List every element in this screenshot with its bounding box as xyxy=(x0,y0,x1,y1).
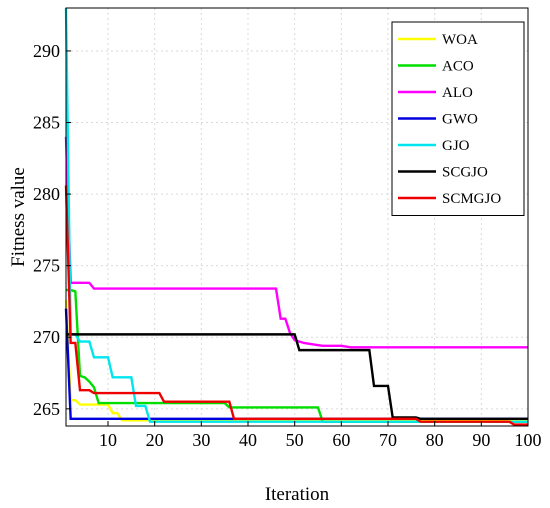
legend-label-woa: WOA xyxy=(442,32,478,48)
legend-label-gjo: GJO xyxy=(442,138,470,154)
legend-label-scgjo: SCGJO xyxy=(442,165,488,181)
y-tick-label: 290 xyxy=(33,41,60,61)
x-tick-label: 70 xyxy=(379,430,397,450)
x-tick-label: 50 xyxy=(286,430,304,450)
series-line-alo xyxy=(64,136,528,349)
y-tick-label: 270 xyxy=(33,327,60,347)
x-tick-label: 30 xyxy=(192,430,210,450)
series-line-aco xyxy=(66,288,528,423)
y-tick-label: 265 xyxy=(33,399,60,419)
x-tick-label: 10 xyxy=(99,430,117,450)
series-lines xyxy=(64,7,528,426)
x-tick-label: 80 xyxy=(426,430,444,450)
plot-frame xyxy=(65,7,529,427)
legend-label-scmgjo: SCMGJO xyxy=(442,191,501,207)
legend: WOA ACO ALO GWO GJO SCGJO SCMGJO xyxy=(391,21,525,216)
x-tick-label: 90 xyxy=(472,430,490,450)
series-line-scgjo xyxy=(66,333,528,421)
legend-label-aco: ACO xyxy=(442,59,474,75)
x-axis-label: Iteration xyxy=(265,484,330,505)
x-tick-label: 40 xyxy=(239,430,257,450)
legend-label-alo: ALO xyxy=(442,85,473,101)
x-tick-label: 60 xyxy=(332,430,350,450)
x-tick-label: 100 xyxy=(515,430,542,450)
y-tick-label: 285 xyxy=(33,113,60,133)
y-tick-label: 275 xyxy=(33,256,60,276)
series-line-scmgjo xyxy=(64,185,528,426)
axis-ticks: 10 20 30 40 50 60 70 80 90 100 265 270 275 280 285 290 xyxy=(33,41,542,450)
y-axis-label: Fitness value xyxy=(8,167,29,267)
legend-label-gwo: GWO xyxy=(442,112,478,128)
x-tick-label: 20 xyxy=(146,430,164,450)
y-tick-label: 280 xyxy=(33,184,60,204)
